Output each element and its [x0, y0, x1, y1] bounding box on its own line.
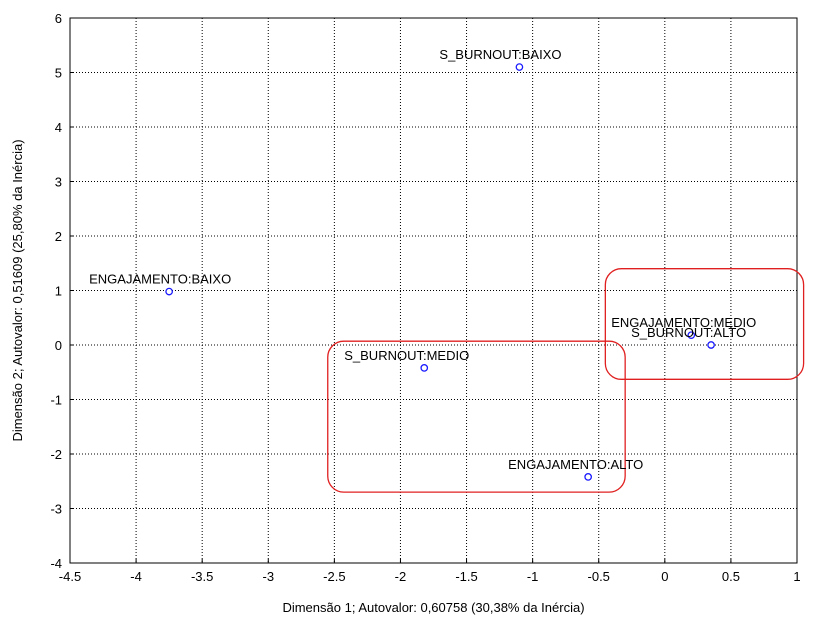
y-tick-label: 6 — [55, 11, 62, 26]
data-point-label: S_BURNOUT:ALTO — [631, 325, 746, 340]
x-tick-label: -0.5 — [588, 569, 610, 584]
x-tick-label: -2 — [395, 569, 407, 584]
x-tick-label: 0 — [661, 569, 668, 584]
x-tick-label: 0.5 — [722, 569, 740, 584]
data-point-label: ENGAJAMENTO:ALTO — [508, 457, 643, 472]
axis-ticks: -4.5 -4 -3.5 -3 -2.5 -2 -1.5 -1 -0.5 0 0.5 1-4-3-2-… — [50, 11, 800, 584]
data-point-label: S_BURNOUT:MEDIO — [344, 348, 469, 363]
data-point-label: ENGAJAMENTO:BAIXO — [89, 272, 231, 287]
y-tick-label: -1 — [50, 393, 62, 408]
data-point-marker — [584, 473, 593, 481]
data-point-label: ENGAJAMENTO:MEDIO — [611, 315, 756, 330]
x-tick-label: -1 — [527, 569, 539, 584]
y-tick-label: 5 — [55, 66, 62, 81]
x-tick-label: 1 — [793, 569, 800, 584]
x-axis-title: Dimensão 1; Autovalor: 0,60758 (30,38% d… — [282, 600, 584, 615]
x-tick-label: -1.5 — [455, 569, 477, 584]
highlight-regions — [327, 268, 805, 493]
y-tick-label: 2 — [55, 229, 62, 244]
y-tick-label: 3 — [55, 175, 62, 190]
highlight-region — [327, 340, 626, 493]
y-tick-label: 0 — [55, 338, 62, 353]
y-axis-title: Dimensão 2; Autovalor: 0,51609 (25,80% d… — [10, 139, 25, 441]
highlight-region — [604, 268, 805, 380]
data-point-label: S_BURNOUT:BAIXO — [439, 47, 561, 62]
x-tick-label: -4 — [130, 569, 142, 584]
y-tick-label: 4 — [55, 120, 62, 135]
data-points: S_BURNOUT:BAIXO ENGAJAMENTO:BAIXO S_BURNOU… — [89, 47, 756, 481]
x-tick-label: -4.5 — [59, 569, 81, 584]
y-tick-label: -3 — [50, 502, 62, 517]
data-point-marker — [515, 63, 524, 71]
data-point-marker — [420, 364, 429, 372]
y-tick-label: 1 — [55, 284, 62, 299]
y-tick-label: -4 — [50, 556, 62, 571]
data-point-marker — [165, 287, 173, 296]
x-tick-label: -3.5 — [191, 569, 213, 584]
y-tick-label: -2 — [50, 447, 62, 462]
data-point-marker — [687, 331, 696, 340]
data-point-marker — [707, 341, 715, 349]
x-tick-label: -2.5 — [323, 569, 345, 584]
x-tick-label: -3 — [262, 569, 274, 584]
grid-lines — [70, 18, 797, 563]
